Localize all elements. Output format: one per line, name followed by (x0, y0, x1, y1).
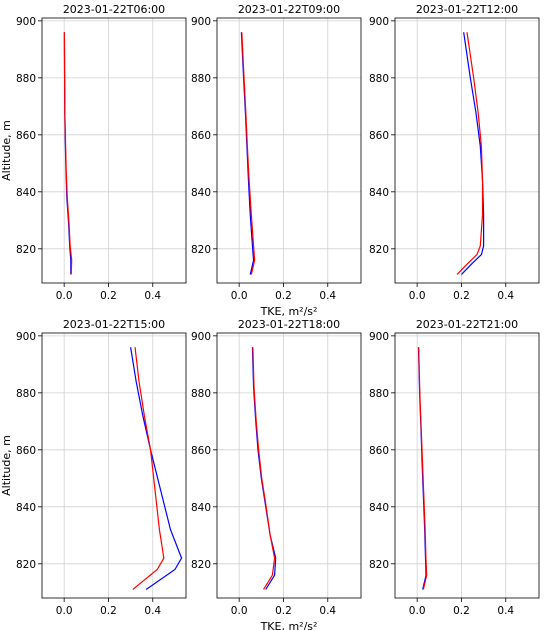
y-tick-label: 900 (191, 16, 211, 28)
y-tick-label: 900 (16, 16, 36, 28)
y-tick-label: 820 (191, 244, 211, 256)
chart-title: 2023-01-22T12:00 (416, 3, 518, 16)
y-tick-label: 860 (16, 130, 36, 142)
y-tick-label: 840 (191, 187, 211, 199)
series-line-2 (456, 32, 484, 275)
y-tick-label: 900 (369, 16, 389, 28)
x-tick-label: 0.0 (409, 605, 426, 617)
y-tick-label: 880 (191, 73, 211, 85)
x-tick-label: 0.4 (497, 605, 514, 617)
axes-frame (216, 17, 362, 284)
chart-panel-1: 0.0 0.2 0.4 820 840 860 880 900 2023-01-22T06:00… (0, 3, 187, 302)
y-tick-label: 880 (369, 73, 389, 85)
chart-panel-2: 0.0 0.2 0.4 820 840 860 880 900 2023-01-22T09:00… (191, 3, 362, 318)
chart-panel-3: 0.0 0.2 0.4 820 840 860 880 900 2023-01-22T12:00 (369, 3, 540, 302)
y-tick-label: 820 (16, 559, 36, 571)
y-tick-label: 860 (191, 130, 211, 142)
y-tick-label: 820 (16, 244, 36, 256)
y-tick-label: 840 (369, 187, 389, 199)
y-tick-label: 880 (16, 73, 36, 85)
y-axis-label: Altitude, m (0, 435, 13, 496)
x-tick-label: 0.0 (231, 290, 248, 302)
axes-frame (41, 17, 187, 284)
series-line-2 (418, 347, 428, 590)
series-line-2 (241, 32, 256, 275)
axes-frame (394, 332, 540, 599)
x-tick-label: 0.2 (275, 605, 292, 617)
y-tick-label: 840 (191, 502, 211, 514)
y-axis-label: Altitude, m (0, 120, 13, 181)
y-tick-label: 900 (16, 331, 36, 343)
x-tick-label: 0.0 (409, 290, 426, 302)
chart-title: 2023-01-22T18:00 (238, 318, 340, 331)
x-tick-label: 0.0 (231, 605, 248, 617)
series-line-2 (63, 32, 73, 275)
y-tick-label: 860 (369, 445, 389, 457)
x-tick-label: 0.2 (100, 290, 117, 302)
x-tick-label: 0.2 (453, 605, 470, 617)
x-tick-label: 0.0 (56, 290, 73, 302)
series-line-2 (132, 347, 165, 590)
chart-panel-4: 0.0 0.2 0.4 820 840 860 880 900 2023-01-22T15:00… (0, 318, 187, 617)
chart-title: 2023-01-22T15:00 (63, 318, 165, 331)
y-tick-label: 900 (191, 331, 211, 343)
chart-panel-6: 0.0 0.2 0.4 820 840 860 880 900 2023-01-22T21:00 (369, 318, 540, 617)
x-tick-label: 0.4 (144, 290, 161, 302)
x-axis-label: TKE, m²/s² (260, 305, 318, 318)
axes-frame (394, 17, 540, 284)
y-tick-label: 840 (369, 502, 389, 514)
y-tick-label: 820 (191, 559, 211, 571)
x-tick-label: 0.0 (56, 605, 73, 617)
y-tick-label: 900 (369, 331, 389, 343)
y-tick-label: 860 (369, 130, 389, 142)
series-line-2 (252, 347, 276, 590)
chart-title: 2023-01-22T09:00 (238, 3, 340, 16)
y-tick-label: 880 (16, 388, 36, 400)
x-tick-label: 0.4 (319, 605, 336, 617)
x-tick-label: 0.2 (453, 290, 470, 302)
y-tick-label: 840 (16, 187, 36, 199)
y-tick-label: 880 (369, 388, 389, 400)
y-tick-label: 820 (369, 559, 389, 571)
axes-frame (41, 332, 187, 599)
series-line-1 (251, 347, 277, 590)
x-axis-label: TKE, m²/s² (260, 620, 318, 630)
axes-frame (216, 332, 362, 599)
x-tick-label: 0.2 (275, 290, 292, 302)
y-tick-label: 860 (16, 445, 36, 457)
y-tick-label: 840 (16, 502, 36, 514)
y-tick-label: 880 (191, 388, 211, 400)
x-tick-label: 0.2 (100, 605, 117, 617)
x-tick-label: 0.4 (319, 290, 336, 302)
series-line-1 (130, 347, 183, 590)
y-tick-label: 820 (369, 244, 389, 256)
chart-title: 2023-01-22T21:00 (416, 318, 518, 331)
chart-panel-5: 0.0 0.2 0.4 820 840 860 880 900 2023-01-22T18:00… (191, 318, 362, 630)
x-tick-label: 0.4 (144, 605, 161, 617)
chart-title: 2023-01-22T06:00 (63, 3, 165, 16)
y-tick-label: 860 (191, 445, 211, 457)
x-tick-label: 0.4 (497, 290, 514, 302)
